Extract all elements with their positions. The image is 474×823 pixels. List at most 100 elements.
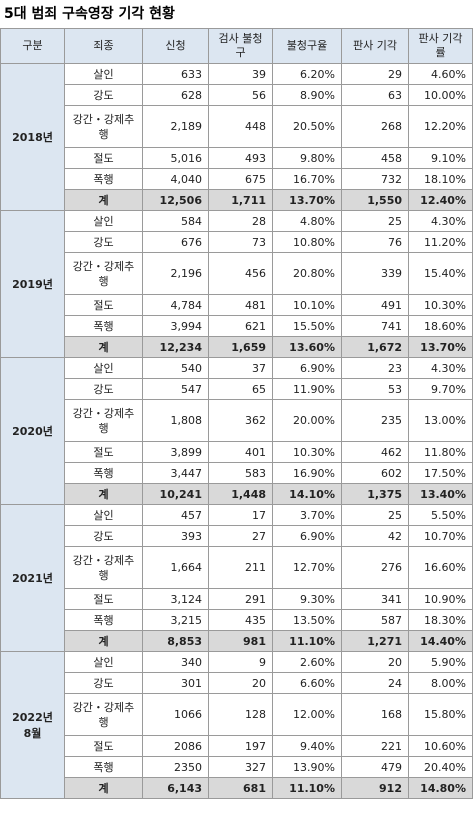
table-row: 계 10,241 1,448 14.10% 1,375 13.40% — [1, 483, 473, 505]
value-cell: 741 — [341, 315, 409, 337]
value-cell: 10.00% — [408, 84, 473, 106]
crime-type: 강도 — [64, 84, 143, 106]
table-row: 강도 393 27 6.90% 42 10.70% — [1, 525, 473, 547]
value-cell: 4.60% — [408, 63, 473, 85]
value-cell: 3,899 — [142, 441, 209, 463]
value-cell: 13.90% — [272, 756, 342, 778]
table-row: 2020년 살인 540 37 6.90% 23 4.30% — [0, 357, 473, 505]
value-cell: 341 — [341, 588, 409, 610]
value-cell: 675 — [208, 168, 273, 190]
value-cell: 1066 — [142, 693, 209, 736]
value-cell: 4.80% — [272, 210, 342, 232]
value-cell: 458 — [341, 147, 409, 169]
table-row: 절도 4,784 481 10.10% 491 10.30% — [1, 294, 473, 316]
header-cell: 죄종 — [64, 28, 143, 64]
crime-type: 계 — [64, 777, 143, 799]
value-cell: 340 — [142, 651, 209, 673]
value-cell: 435 — [208, 609, 273, 631]
group-label: 2020년 — [0, 357, 65, 505]
value-cell: 28 — [208, 210, 273, 232]
value-cell: 20.40% — [408, 756, 473, 778]
table-row: 절도 2086 197 9.40% 221 10.60% — [1, 735, 473, 757]
value-cell: 20.00% — [272, 399, 342, 442]
value-cell: 493 — [208, 147, 273, 169]
value-cell: 1,672 — [341, 336, 409, 358]
crime-type: 강간・강제추행 — [64, 693, 143, 736]
value-cell: 15.50% — [272, 315, 342, 337]
value-cell: 16.70% — [272, 168, 342, 190]
value-cell: 24 — [341, 672, 409, 694]
table-body: 2018년 살인 633 39 6.20% 29 4.60% 강도 628 56 8.90% 63 10… — [0, 63, 473, 799]
table-row: 절도 3,124 291 9.30% 341 10.90% — [1, 588, 473, 610]
value-cell: 211 — [208, 546, 273, 589]
value-cell: 1,375 — [341, 483, 409, 505]
value-cell: 1,664 — [142, 546, 209, 589]
value-cell: 13.50% — [272, 609, 342, 631]
value-cell: 10.30% — [272, 441, 342, 463]
value-cell: 981 — [208, 630, 273, 652]
value-cell: 11.10% — [272, 777, 342, 799]
value-cell: 9.30% — [272, 588, 342, 610]
table-row: 강간・강제추행 2,196 456 20.80% 339 15.40% — [1, 252, 473, 295]
value-cell: 15.40% — [408, 252, 473, 295]
table-row: 2021년 살인 457 17 3.70% 25 5.50% — [0, 504, 473, 652]
table-row: 강도 628 56 8.90% 63 10.00% — [1, 84, 473, 106]
value-cell: 628 — [142, 84, 209, 106]
value-cell: 25 — [341, 210, 409, 232]
value-cell: 8.90% — [272, 84, 342, 106]
value-cell: 73 — [208, 231, 273, 253]
value-cell: 63 — [341, 84, 409, 106]
value-cell: 584 — [142, 210, 209, 232]
value-cell: 12.70% — [272, 546, 342, 589]
value-cell: 10.60% — [408, 735, 473, 757]
value-cell: 12.20% — [408, 105, 473, 148]
value-cell: 14.80% — [408, 777, 473, 799]
crime-type: 폭행 — [64, 756, 143, 778]
value-cell: 491 — [341, 294, 409, 316]
table-row: 폭행 3,994 621 15.50% 741 18.60% — [1, 315, 473, 337]
table-row: 계 12,506 1,711 13.70% 1,550 12.40% — [1, 189, 473, 211]
value-cell: 2086 — [142, 735, 209, 757]
header-cell: 판사 기각 — [341, 28, 409, 64]
value-cell: 5.50% — [408, 504, 473, 526]
value-cell: 10.90% — [408, 588, 473, 610]
table-row: 절도 5,016 493 9.80% 458 9.10% — [1, 147, 473, 169]
table-row: 폭행 4,040 675 16.70% 732 18.10% — [1, 168, 473, 190]
crime-type: 폭행 — [64, 462, 143, 484]
value-cell: 362 — [208, 399, 273, 442]
value-cell: 2,189 — [142, 105, 209, 148]
value-cell: 29 — [341, 63, 409, 85]
value-cell: 18.30% — [408, 609, 473, 631]
value-cell: 456 — [208, 252, 273, 295]
value-cell: 621 — [208, 315, 273, 337]
crime-type: 폭행 — [64, 315, 143, 337]
page-title: 5대 범죄 구속영장 기각 현황 — [4, 6, 175, 22]
value-cell: 479 — [341, 756, 409, 778]
value-cell: 547 — [142, 378, 209, 400]
value-cell: 301 — [142, 672, 209, 694]
value-cell: 11.90% — [272, 378, 342, 400]
value-cell: 1,271 — [341, 630, 409, 652]
value-cell: 18.10% — [408, 168, 473, 190]
value-cell: 633 — [142, 63, 209, 85]
table-row: 폭행 2350 327 13.90% 479 20.40% — [1, 756, 473, 778]
value-cell: 197 — [208, 735, 273, 757]
value-cell: 10,241 — [142, 483, 209, 505]
value-cell: 12.00% — [272, 693, 342, 736]
value-cell: 339 — [341, 252, 409, 295]
value-cell: 6.20% — [272, 63, 342, 85]
crime-type: 살인 — [64, 63, 143, 85]
value-cell: 56 — [208, 84, 273, 106]
crime-type: 살인 — [64, 651, 143, 673]
crime-type: 절도 — [64, 147, 143, 169]
value-cell: 1,808 — [142, 399, 209, 442]
header-cell: 신청 — [142, 28, 209, 64]
value-cell: 587 — [341, 609, 409, 631]
value-cell: 13.60% — [272, 336, 342, 358]
value-cell: 276 — [341, 546, 409, 589]
value-cell: 2,196 — [142, 252, 209, 295]
value-cell: 20.50% — [272, 105, 342, 148]
table-row: 강도 676 73 10.80% 76 11.20% — [1, 231, 473, 253]
header-cell: 검사 불청구 — [208, 28, 273, 64]
